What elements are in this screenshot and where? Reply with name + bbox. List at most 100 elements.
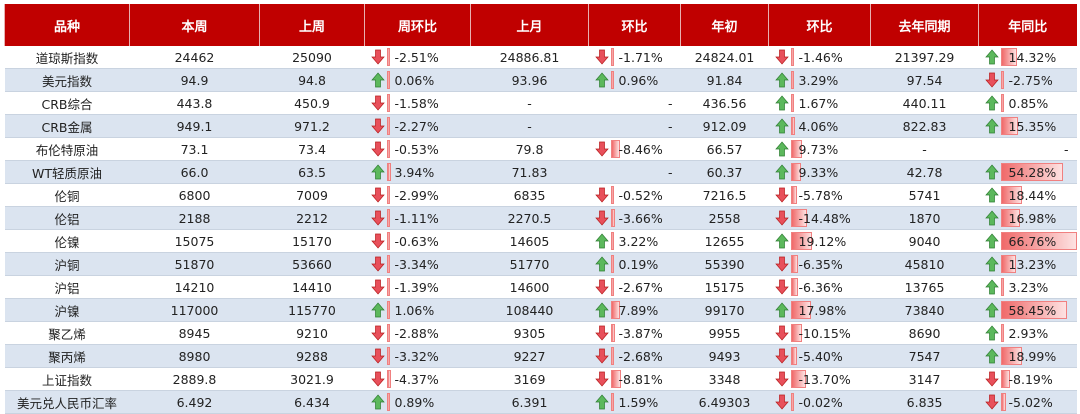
percent-text: -2.99% [394,187,439,203]
value-cell: 3169 [470,367,589,391]
arrow-cell [978,91,1001,115]
data-table: 品种 本周 上周 周环比 上月 环比 年初 环比 去年同期 年同比 道琼斯指数 24462 25090… [4,4,1077,414]
percent-cell: 7.89% [610,298,681,322]
arrow-cell [978,298,1001,322]
up-arrow [984,118,999,134]
percent-text: 0.06% [394,72,435,88]
value-cell: 42.78 [870,160,979,184]
value-cell: 2212 [259,206,365,230]
arrow-cell [978,344,1001,368]
arrow-cell [768,344,791,368]
value-cell: 6835 [470,183,589,207]
arrow-cell [768,160,791,184]
value-cell: 73840 [870,298,979,322]
data-bar [790,117,796,135]
percent-cell: 16.98% [1000,206,1077,230]
item-name: CRB综合 [4,91,130,115]
arrow-cell [768,390,791,414]
data-bar [790,232,813,250]
value-cell: 24462 [129,46,260,69]
header-cell: 去年同期 [870,4,979,46]
down-arrow [370,210,385,226]
arrow-cell [364,229,387,253]
item-name: 美元兑人民币汇率 [4,390,130,414]
percent-cell: -1.46% [790,46,871,69]
arrow-cell [768,68,791,92]
percent-text: 9.33% [798,164,839,180]
percent-text: -1.11% [394,210,439,226]
down-arrow [594,187,609,203]
percent-cell: -8.81% [610,367,681,391]
up-arrow [774,302,789,318]
data-bar [1000,324,1004,342]
percent-cell: -2.99% [386,183,471,207]
percent-text: -3.32% [394,348,439,364]
data-bar [386,393,390,411]
up-arrow [984,187,999,203]
arrow-cell [364,252,387,276]
percent-cell: 9.33% [790,160,871,184]
header-cell: 环比 [588,4,681,46]
percent-text: -0.02% [798,394,843,410]
arrow-cell [978,321,1001,345]
percent-text: 0.89% [394,394,435,410]
value-cell: 2188 [129,206,260,230]
percent-text: -3.87% [618,325,663,341]
arrow-cell [364,46,387,69]
down-arrow [370,348,385,364]
value-cell: 60.37 [680,160,769,184]
value-cell: 3147 [870,367,979,391]
arrow-cell [588,252,611,276]
percent-cell: -6.36% [790,275,871,299]
item-name: 沪铝 [4,275,130,299]
arrow-cell [768,321,791,345]
down-arrow [774,371,789,387]
percent-cell: 0.19% [610,252,681,276]
percent-text: 0.85% [1008,95,1049,111]
data-bar [610,393,614,411]
arrow-cell [768,114,791,138]
down-arrow [984,394,999,410]
data-bar [790,186,798,204]
data-bar [1000,71,1004,89]
data-bar [1000,94,1004,112]
percent-cell: 3.94% [386,160,471,184]
down-arrow [774,187,789,203]
value-cell: 912.09 [680,114,769,138]
arrow-cell [978,367,1001,391]
value-cell: 53660 [259,252,365,276]
percent-text: -8.46% [618,141,663,157]
percent-text: 16.98% [1008,210,1057,226]
arrow-cell [768,252,791,276]
arrow-cell [768,275,791,299]
arrow-cell [768,367,791,391]
percent-text: 3.29% [798,72,839,88]
down-arrow [370,95,385,111]
percent-text: -2.88% [394,325,439,341]
arrow-cell [768,137,791,161]
down-arrow [774,49,789,65]
value-cell: - [470,114,589,138]
percent-text: 15.35% [1008,118,1057,134]
arrow-cell [364,68,387,92]
arrow-cell [364,137,387,161]
table-row: 伦镍 15075 15170 -0.63% 14605 3.22% 12655 19.12% 9… [4,229,1077,253]
data-bar [1000,232,1077,250]
value-cell: 440.11 [870,91,979,115]
item-name: 道琼斯指数 [4,46,130,69]
table-row: 美元兑人民币汇率 6.492 6.434 0.89% 6.391 1.59% 6.49303… [4,390,1077,414]
arrow-cell [588,68,611,92]
value-cell: 6800 [129,183,260,207]
down-arrow [594,325,609,341]
value-cell: 24824.01 [680,46,769,69]
value-cell: 115770 [259,298,365,322]
arrow-cell [978,206,1001,230]
data-bar [790,393,794,411]
data-bar [610,186,614,204]
table-row: 伦铝 2188 2212 -1.11% 2270.5 -3.66% 2558 -14.48% 1… [4,206,1077,230]
value-cell: 45810 [870,252,979,276]
percent-text: 58.45% [1008,302,1057,318]
header-cell: 上周 [259,4,365,46]
value-cell: 66.57 [680,137,769,161]
table-row: WT轻质原油 66.0 63.5 3.94% 71.83 -60.37 9.33% 42.78… [4,160,1077,184]
